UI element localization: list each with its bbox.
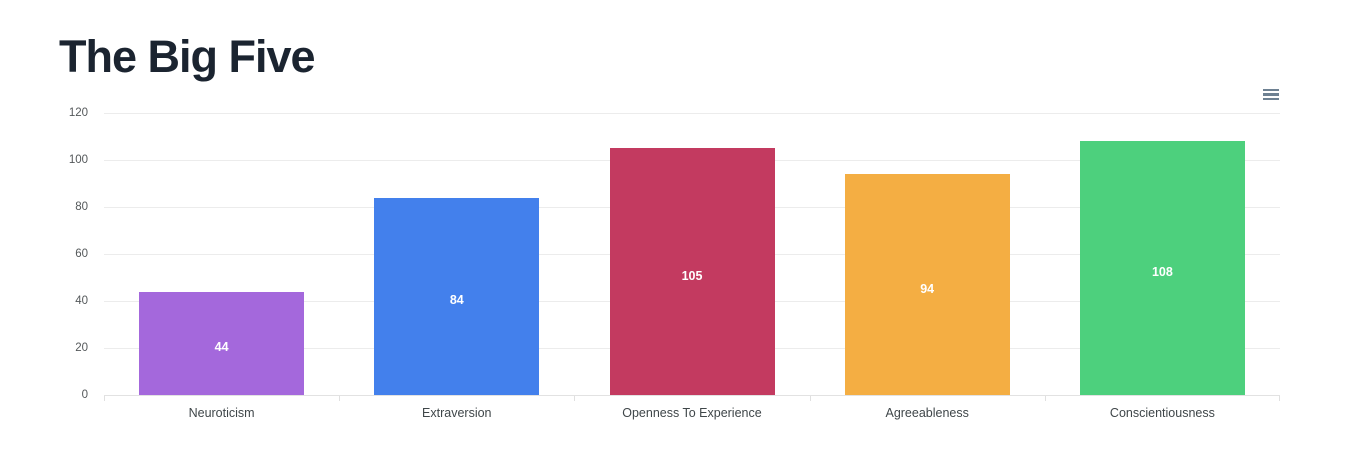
bar-value-label: 84 [449,293,464,308]
y-axis-tick-label: 80 [75,201,88,213]
gridline [104,395,1280,396]
y-axis-tick-label: 40 [75,295,88,307]
y-axis-tick-label: 100 [68,154,88,166]
chart-menu-button[interactable] [1262,86,1282,103]
chart-title: The Big Five [59,31,316,82]
bar-series: 44 84 105 94 108 [104,113,1280,395]
x-axis-ticks [104,396,1280,402]
bar-openness-to-experience[interactable]: 105 [609,148,775,395]
gridline [104,113,1280,114]
bar-value-label: 108 [1151,265,1173,280]
x-axis-label-openness-to-experience: Openness To Experience [622,406,762,420]
bar-conscientiousness[interactable]: 108 [1079,141,1245,395]
x-axis-tick [1044,396,1046,401]
bar-extraversion[interactable]: 84 [374,197,540,395]
bar-value-label: 44 [214,340,229,355]
x-axis-tick [1279,396,1280,401]
x-axis-tick [574,396,576,401]
x-axis-label-agreeableness: Agreeableness [885,406,969,420]
x-axis-tick [104,396,105,401]
y-axis-tick-label: 120 [68,107,88,119]
x-axis: Neuroticism Extraversion Openness To Exper… [104,406,1280,424]
y-axis: 0 20 40 60 80 100 120 [0,107,96,401]
y-axis-tick-label: 20 [75,342,88,354]
x-axis-label-neuroticism: Neuroticism [188,406,255,420]
x-axis-label-extraversion: Extraversion [422,406,492,420]
hamburger-line [1263,93,1279,96]
bar-value-label: 94 [920,281,935,296]
y-axis-tick-label: 60 [75,248,88,260]
y-axis-tick-label: 0 [81,389,88,401]
bar-value-label: 105 [681,268,703,283]
plot-area: 44 84 105 94 108 [104,113,1280,396]
x-axis-tick [339,396,341,401]
bar-neuroticism[interactable]: 44 [139,291,305,395]
hamburger-line [1263,88,1279,92]
hamburger-line [1263,97,1279,101]
x-axis-label-conscientiousness: Conscientiousness [1109,406,1215,420]
x-axis-tick [809,396,811,401]
bar-agreeableness[interactable]: 94 [844,174,1010,395]
